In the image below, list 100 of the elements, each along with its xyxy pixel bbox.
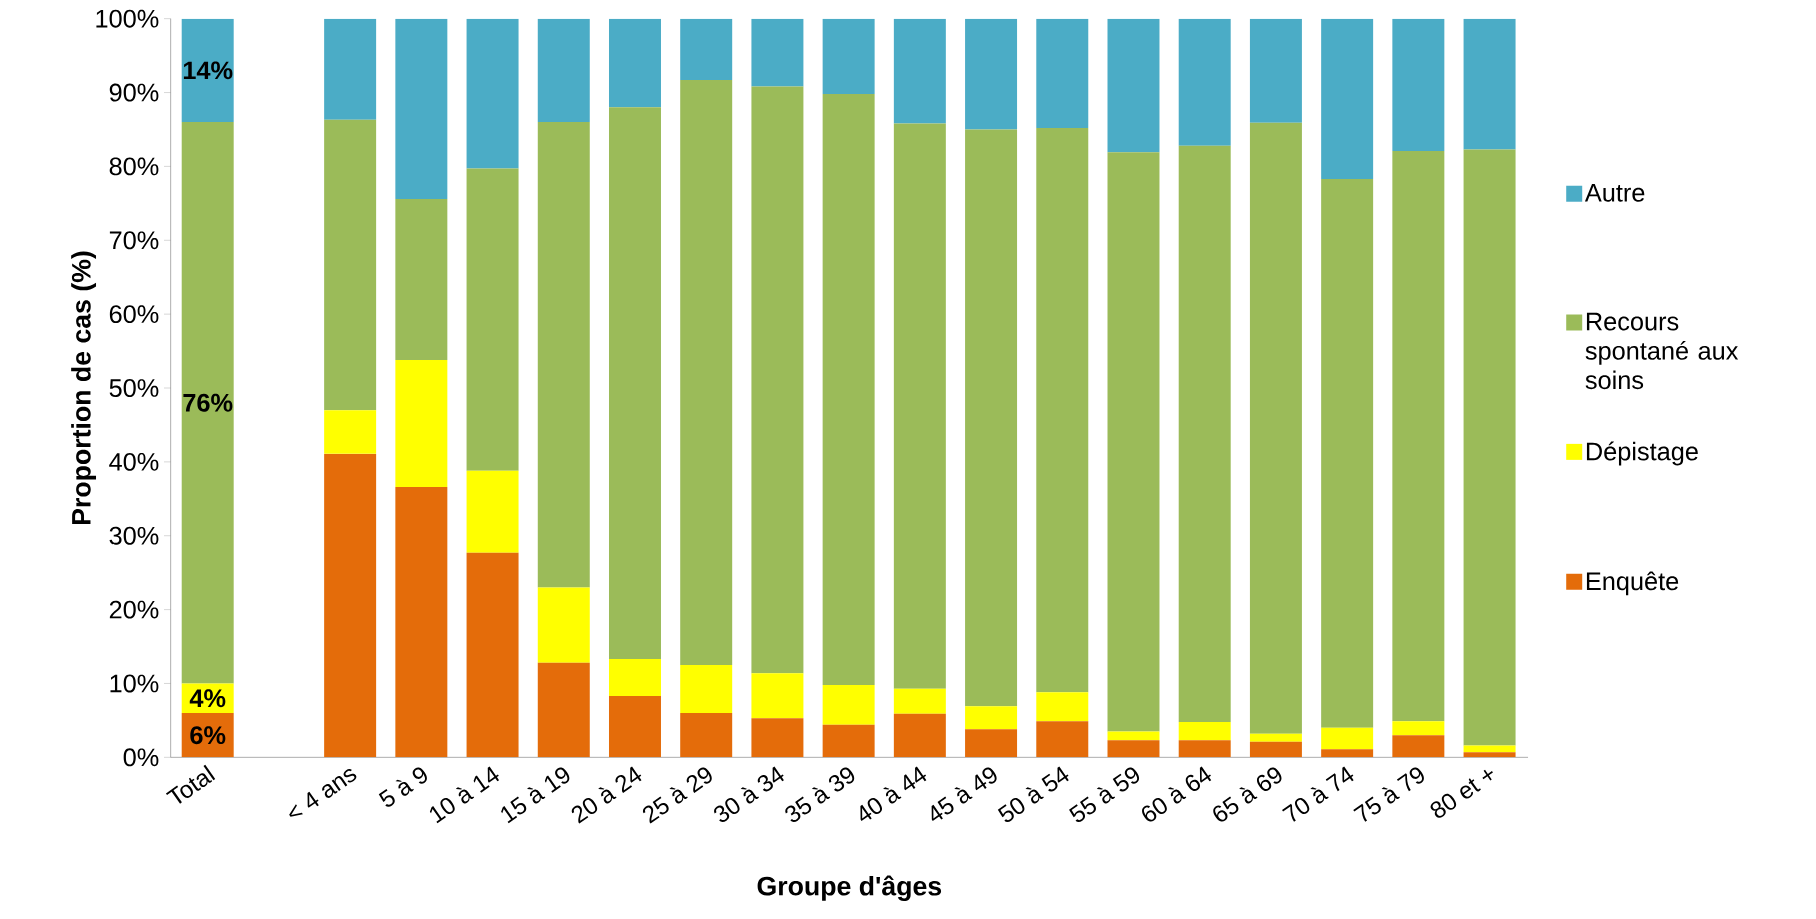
- bar: [181, 18, 234, 123]
- bar: [1178, 722, 1231, 741]
- x-axis-title: Groupe d'âges: [757, 875, 942, 902]
- x-tick-label: 20 à 24: [571, 766, 642, 824]
- x-tick-label: 75 à 79: [1353, 767, 1424, 822]
- x-tick-label: 35 à 39: [785, 767, 855, 823]
- x-tick-label: 55 à 59: [1069, 767, 1140, 823]
- bar: [537, 587, 590, 663]
- bar: [1392, 721, 1445, 736]
- y-tick-label: 100%: [96, 9, 159, 28]
- bar: [1178, 145, 1231, 723]
- data-label: 4%: [189, 689, 226, 708]
- y-tick-label: 90%: [109, 83, 159, 102]
- bar: [751, 673, 804, 719]
- y-tick-label: 20%: [109, 600, 159, 619]
- bar: [1107, 18, 1160, 153]
- bar: [395, 199, 448, 361]
- bar: [680, 80, 733, 666]
- bar: [609, 107, 661, 660]
- bar: [1036, 692, 1089, 722]
- bar: [680, 665, 733, 714]
- bar: [1249, 18, 1302, 123]
- x-tick-label: 40 à 44: [860, 766, 927, 822]
- y-tick-label: 70%: [109, 231, 159, 250]
- data-label: 76%: [183, 393, 233, 412]
- x-tick-label: Total: [165, 764, 216, 804]
- bar: [1463, 752, 1516, 758]
- bar: [537, 122, 590, 588]
- bar: [395, 360, 448, 488]
- bar: [1463, 149, 1516, 746]
- legend-label: Recours spontané aux soins: [1585, 312, 1739, 390]
- bar: [1392, 151, 1445, 722]
- bar: [537, 662, 590, 758]
- bar: [395, 18, 448, 200]
- x-tick-label: 10 à 14: [429, 766, 500, 824]
- bar: [1107, 740, 1160, 758]
- bar: [893, 688, 946, 714]
- bar: [324, 453, 377, 758]
- bar: [751, 718, 804, 758]
- y-tick-label: 0%: [123, 748, 159, 767]
- x-tick-label: 5 à 9: [378, 767, 427, 807]
- x-tick-label: 60 à 64: [1142, 766, 1212, 822]
- bar: [537, 18, 590, 123]
- bar: [680, 713, 733, 758]
- bar: [751, 18, 804, 87]
- bar: [1107, 731, 1160, 741]
- y-tick-label: 80%: [109, 157, 159, 176]
- y-tick-label: 30%: [109, 526, 159, 545]
- bar: [1036, 128, 1089, 693]
- bar: [1249, 122, 1302, 734]
- bar: [965, 706, 1018, 730]
- x-tick-label: 25 à 29: [642, 767, 712, 824]
- bar: [1249, 733, 1302, 742]
- bar: [822, 18, 875, 95]
- bar: [1463, 745, 1516, 753]
- bar: [1392, 735, 1445, 758]
- bar: [1463, 18, 1516, 150]
- data-label: 14%: [183, 61, 233, 80]
- x-tick-label: < 4 ans: [289, 769, 357, 817]
- bar: [395, 487, 448, 758]
- x-tick-label: 15 à 19: [501, 767, 570, 824]
- x-tick-label: 80 et +: [1430, 769, 1493, 818]
- x-tick-label: 30 à 34: [714, 766, 784, 823]
- y-axis-title: Proportion de cas (%): [71, 251, 97, 525]
- bar: [1321, 18, 1374, 180]
- y-tick-label: 50%: [109, 379, 159, 398]
- bar: [609, 696, 661, 758]
- bar: [1036, 721, 1089, 758]
- legend-label: Dépistage: [1586, 441, 1698, 466]
- bar: [1321, 179, 1374, 728]
- x-tick-label: 70 à 74: [1282, 766, 1354, 822]
- bar: [893, 713, 946, 758]
- bar: [466, 470, 519, 553]
- bar: [965, 729, 1018, 758]
- bar: [680, 18, 733, 81]
- bar: [1036, 18, 1089, 129]
- bar: [893, 123, 946, 689]
- x-tick-label: 50 à 54: [997, 766, 1069, 823]
- y-tick-label: 40%: [109, 453, 159, 471]
- bar: [822, 685, 875, 725]
- x-tick-label: 65 à 69: [1213, 767, 1282, 822]
- bar: [324, 18, 377, 121]
- bar: [324, 120, 377, 411]
- data-label: 6%: [190, 726, 226, 745]
- bar: [324, 410, 377, 454]
- bar: [1178, 18, 1231, 146]
- bar: [1392, 18, 1445, 152]
- bar: [181, 122, 234, 684]
- y-tick-label: 10%: [110, 674, 159, 693]
- x-tick-label: 45 à 49: [931, 767, 997, 822]
- bar: [1178, 740, 1231, 758]
- y-tick-label: 60%: [109, 305, 159, 324]
- bar: [609, 18, 661, 108]
- bar: [1249, 741, 1302, 758]
- legend-label: Enquête: [1586, 571, 1679, 596]
- bar: [609, 659, 661, 697]
- legend-label: Autre: [1584, 184, 1645, 202]
- bar: [965, 129, 1018, 707]
- bar: [751, 86, 804, 674]
- bar: [466, 18, 519, 169]
